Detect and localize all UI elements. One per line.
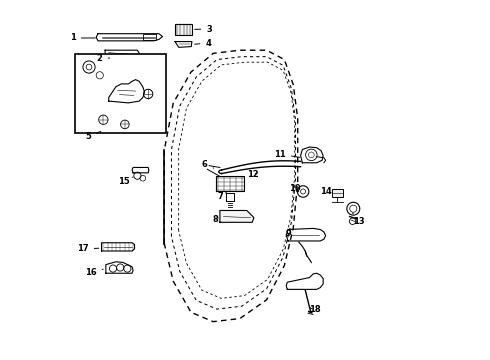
Bar [143, 34, 156, 40]
Text: 3: 3 [195, 24, 212, 33]
Bar [175, 24, 192, 35]
Text: 12: 12 [247, 171, 259, 180]
Text: 18: 18 [309, 305, 320, 314]
Text: 2: 2 [97, 54, 110, 63]
Text: 1: 1 [70, 33, 95, 42]
Text: 9: 9 [285, 229, 291, 238]
Text: 13: 13 [353, 213, 365, 226]
Text: 16: 16 [85, 268, 103, 277]
Text: 5: 5 [85, 131, 101, 141]
Text: 8: 8 [213, 215, 219, 224]
Text: 11: 11 [274, 150, 299, 159]
Text: 15: 15 [118, 176, 133, 185]
Text: 10: 10 [290, 184, 301, 193]
Text: 6: 6 [202, 160, 214, 169]
Text: 14: 14 [320, 187, 332, 196]
Text: 4: 4 [195, 39, 211, 48]
Polygon shape [220, 211, 254, 222]
Bar [332, 189, 343, 197]
Text: 17: 17 [77, 244, 99, 253]
Bar [74, 54, 166, 134]
Text: 7: 7 [217, 192, 226, 201]
